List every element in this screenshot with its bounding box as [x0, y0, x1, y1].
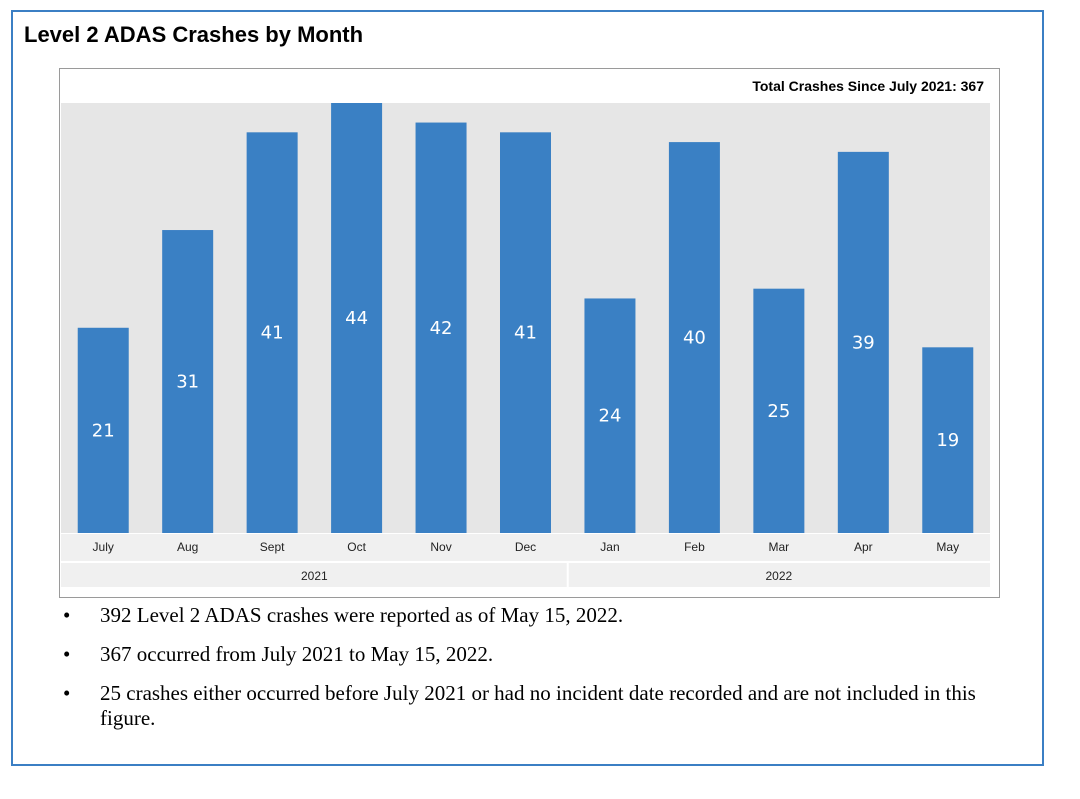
category-strip — [61, 534, 990, 561]
x-tick-label: Nov — [430, 540, 451, 554]
bar — [922, 347, 974, 533]
total-annotation: Total Crashes Since July 2021: 367 — [752, 78, 984, 94]
note-text: 25 crashes either occurred before July 2… — [100, 681, 976, 730]
bar — [668, 142, 720, 533]
bar — [77, 327, 129, 533]
bar — [584, 298, 636, 533]
data-label: 21 — [92, 420, 115, 441]
note-item: • 367 occurred from July 2021 to May 15, … — [60, 642, 1035, 667]
x-tick-label: May — [936, 540, 959, 554]
bar-chart: Total Crashes Since July 2021: 367 21 July… — [59, 68, 1000, 598]
x-tick-label: Feb — [684, 540, 705, 554]
bullet-icon: • — [63, 603, 71, 627]
bar — [246, 132, 298, 533]
data-label: 42 — [430, 318, 453, 339]
year-label: 2021 — [301, 569, 328, 583]
figure-title: Level 2 ADAS Crashes by Month — [24, 22, 364, 47]
bar — [331, 103, 383, 533]
bar — [162, 230, 214, 533]
note-text: 367 occurred from July 2021 to May 15, 2… — [100, 642, 494, 666]
year-strip — [61, 563, 990, 587]
data-label: 41 — [261, 323, 284, 344]
x-tick-label: Mar — [769, 540, 790, 554]
data-label: 19 — [936, 430, 959, 451]
x-tick-label: Jan — [600, 540, 619, 554]
data-label: 39 — [852, 332, 875, 353]
x-tick-label: Aug — [177, 540, 198, 554]
data-label: 25 — [767, 401, 790, 422]
bar — [500, 132, 551, 533]
note-item: • 25 crashes either occurred before July … — [60, 681, 1035, 731]
data-label: 24 — [599, 406, 622, 427]
x-tick-label: Apr — [854, 540, 873, 554]
bar — [415, 122, 467, 533]
note-item: • 392 Level 2 ADAS crashes were reported … — [60, 603, 1035, 628]
bar — [753, 288, 805, 533]
year-label: 2022 — [766, 569, 793, 583]
data-label: 44 — [345, 308, 368, 329]
figure-frame — [11, 10, 1044, 766]
data-label: 41 — [514, 323, 537, 344]
data-label: 31 — [176, 372, 199, 393]
bar — [837, 151, 889, 533]
x-tick-label: July — [93, 540, 114, 554]
note-text: 392 Level 2 ADAS crashes were reported a… — [100, 603, 624, 627]
chart-svg: Total Crashes Since July 2021: 367 21 July… — [60, 69, 999, 597]
notes-list: • 392 Level 2 ADAS crashes were reported … — [60, 603, 1035, 745]
data-label: 40 — [683, 328, 706, 349]
x-tick-label: Sept — [260, 540, 285, 554]
bullet-icon: • — [63, 642, 71, 666]
x-tick-label: Dec — [515, 540, 536, 554]
x-tick-label: Oct — [347, 540, 366, 554]
bullet-icon: • — [63, 681, 71, 705]
